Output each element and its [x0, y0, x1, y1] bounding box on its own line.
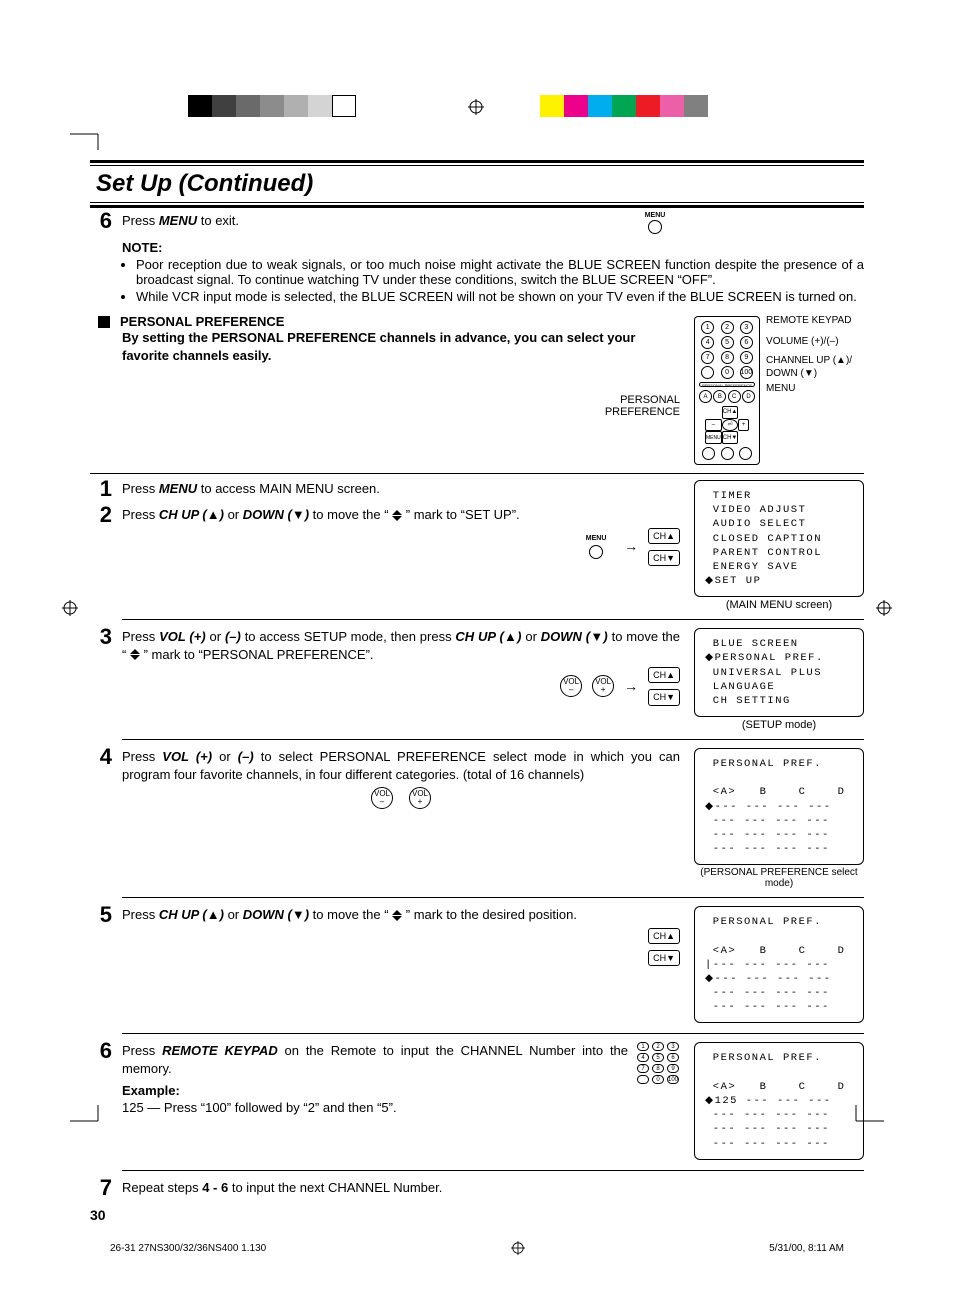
setup-screen: BLUE SCREEN ◆PERSONAL PREF. UNIVERSAL PL…	[694, 628, 864, 717]
note-list: Poor reception due to weak signals, or t…	[122, 257, 864, 304]
vol-plus-icon: VOL+	[409, 787, 431, 809]
step-text: Press CH UP (▲) or DOWN (▼) to move the …	[122, 906, 680, 966]
step-number: 6	[90, 1040, 112, 1062]
screen-caption: (SETUP mode)	[694, 719, 864, 731]
step-text: Press MENU to access MAIN MENU screen.	[122, 480, 680, 498]
step-text: Press REMOTE KEYPAD on the Remote to inp…	[122, 1042, 680, 1116]
button-illustration: CH▲ CH▼	[122, 928, 680, 966]
remote-legend: REMOTE KEYPAD VOLUME (+)/(–) CHANNEL UP …	[766, 314, 864, 395]
step-text: Press MENU to exit.	[122, 212, 616, 230]
step-text: Press CH UP (▲) or DOWN (▼) to move the …	[122, 506, 680, 566]
screen-caption: (MAIN MENU screen)	[694, 599, 864, 611]
crop-mark-bl	[70, 1105, 110, 1145]
printer-marks	[0, 95, 954, 123]
footer-doc-id: 26-31 27NS300/32/36NS400 1.1	[110, 1243, 255, 1255]
remote-pointer-label: PERSONALPREFERENCE	[90, 394, 680, 418]
step-text: Press VOL (+) or (–) to select PERSONAL …	[122, 748, 680, 809]
registration-mark-left	[62, 600, 78, 616]
menu-button-icon: MENU	[630, 212, 680, 234]
vol-minus-icon: VOL–	[371, 787, 393, 809]
step-text: Repeat steps 4 - 6 to input the next CHA…	[122, 1179, 864, 1197]
crop-mark-tl	[70, 110, 110, 150]
step-text: Press VOL (+) or (–) to access SETUP mod…	[122, 628, 680, 705]
button-illustration: VOL– VOL+	[122, 787, 680, 809]
page-number: 30	[90, 1207, 864, 1223]
crop-mark-br	[844, 1105, 884, 1145]
vol-minus-icon: VOL–	[560, 675, 582, 697]
footer-page: 30	[255, 1243, 266, 1255]
keypad-icon: 1234567890100	[636, 1042, 680, 1116]
pref-125-screen: PERSONAL PREF. <A> B C D ◆125 --- --- --…	[694, 1042, 864, 1159]
step-number: 3	[90, 626, 112, 648]
print-footer: 26-31 27NS300/32/36NS400 1.1 30 5/31/00,…	[110, 1243, 844, 1255]
step-number: 2	[90, 504, 112, 526]
step-number: 5	[90, 904, 112, 926]
note-heading: NOTE:	[122, 240, 864, 255]
button-illustration: MENU → CH▲ CH▼	[122, 528, 680, 566]
section-title-bar: Set Up (Continued)	[90, 160, 864, 208]
subsection-heading: PERSONAL PREFERENCE	[122, 314, 680, 329]
footer-timestamp: 5/31/00, 8:11 AM	[769, 1243, 844, 1255]
step-number: 4	[90, 746, 112, 768]
vol-plus-icon: VOL+	[592, 675, 614, 697]
registration-mark-right	[876, 600, 892, 616]
screen-caption: (PERSONAL PREFERENCE select mode)	[694, 867, 864, 889]
pref-position-screen: PERSONAL PREF. <A> B C D |--- --- --- --…	[694, 906, 864, 1023]
main-menu-screen: TIMER VIDEO ADJUST AUDIO SELECT CLOSED C…	[694, 480, 864, 597]
section-title: Set Up (Continued)	[96, 170, 313, 197]
step-number: 6	[90, 210, 112, 232]
button-illustration: VOL– VOL+ → CH▲ CH▼	[122, 667, 680, 705]
remote-diagram: 123456789 0100 PERSONAL PREFERENCE ABCD …	[694, 316, 760, 465]
step-number: 1	[90, 478, 112, 500]
square-bullet-icon	[98, 316, 110, 328]
registration-mark	[468, 99, 484, 115]
subsection-subtext: By setting the PERSONAL PREFERENCE chann…	[122, 329, 680, 364]
pref-select-screen: PERSONAL PREF. <A> B C D ◆--- --- --- --…	[694, 748, 864, 865]
step-number: 7	[90, 1177, 112, 1199]
